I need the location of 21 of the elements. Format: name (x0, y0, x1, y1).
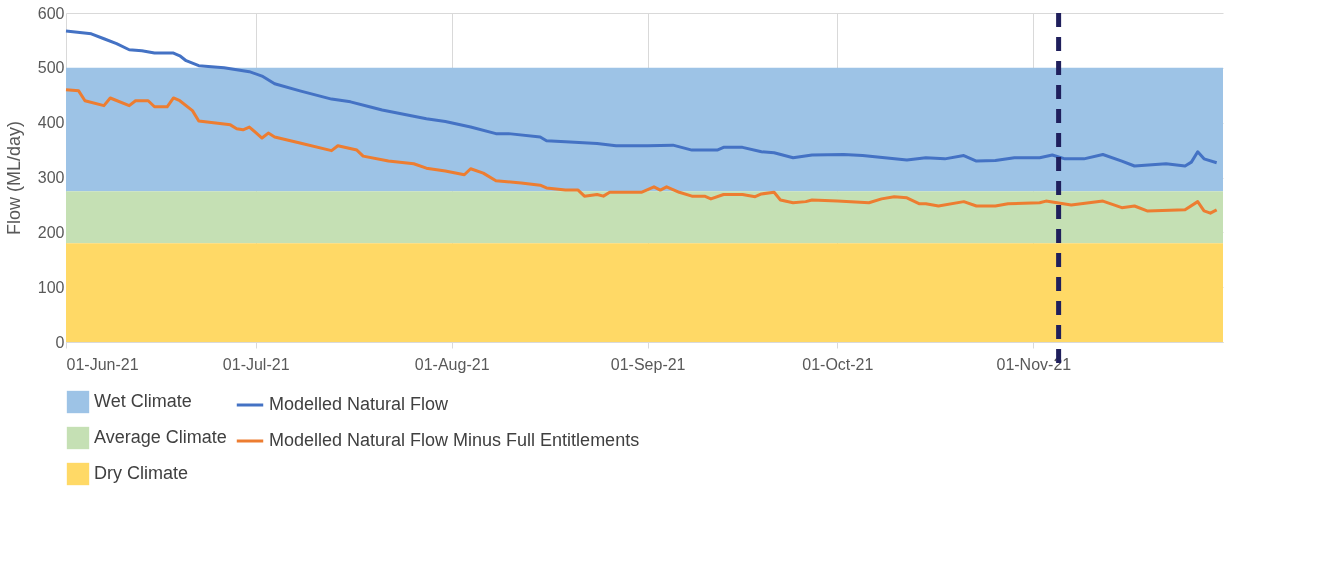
y-tick-label: 200 (37, 223, 65, 241)
y-tick-label: 600 (37, 4, 65, 22)
y-tick-label: 0 (55, 333, 65, 351)
x-tick-label: 01-Sep-21 (610, 355, 686, 373)
x-tick-label: 01-Nov-21 (996, 355, 1072, 373)
legend-label: Modelled Natural Flow (269, 394, 450, 414)
y-tick-label: 500 (37, 59, 65, 77)
y-tick-label: 100 (37, 278, 65, 296)
x-tick-label: 01-Jul-21 (222, 355, 290, 373)
legend-label: Modelled Natural Flow Minus Full Entitlements (269, 430, 640, 450)
line-series (64, 88, 1219, 215)
line-series (64, 29, 1219, 168)
x-tick-label: 01-Oct-21 (802, 355, 874, 373)
x-tick-label: 01-Jun-21 (66, 355, 139, 373)
y-axis-title: Flow (ML/day) (3, 120, 24, 236)
x-tick-label: 01-Aug-21 (414, 355, 490, 373)
legend-label: Average Climate (94, 427, 227, 447)
y-tick-label: 300 (37, 169, 65, 186)
y-tick-label: 400 (37, 114, 65, 132)
legend-label: Dry Climate (94, 463, 189, 483)
legend-label: Wet Climate (94, 391, 192, 411)
